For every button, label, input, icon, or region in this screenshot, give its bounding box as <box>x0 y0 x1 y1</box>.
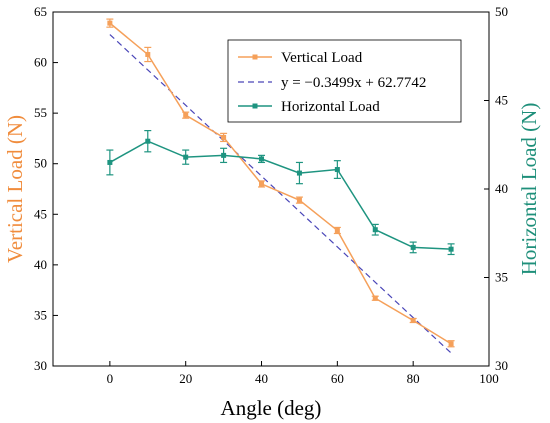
vertical-series-line <box>109 22 452 345</box>
right-tick-label: 45 <box>495 93 508 108</box>
vertical-point <box>183 112 189 118</box>
horizontal-point <box>183 154 189 160</box>
horizontal-point <box>372 227 378 233</box>
right-axis-title: Horizontal Load (N) <box>517 103 541 276</box>
left-tick-label: 60 <box>34 55 47 70</box>
right-tick-label: 35 <box>495 270 508 285</box>
right-tick-label: 50 <box>495 4 508 19</box>
x-tick-label: 0 <box>107 371 114 386</box>
legend-vertical-label: Vertical Load <box>281 50 363 66</box>
left-tick-label: 45 <box>34 206 47 221</box>
right-tick-label: 30 <box>495 358 508 373</box>
legend-fit-label: y = −0.3499x + 62.7742 <box>281 75 426 91</box>
right-tick-label: 40 <box>495 181 508 196</box>
legend-horizontal-marker <box>252 103 258 109</box>
vertical-point <box>221 134 227 140</box>
left-tick-label: 50 <box>34 156 47 171</box>
left-axis-title: Vertical Load (N) <box>3 115 27 263</box>
legend-box <box>227 39 462 123</box>
horizontal-point <box>296 170 302 176</box>
x-tick-label: 80 <box>407 371 420 386</box>
vertical-point <box>410 317 416 323</box>
horizontal-point <box>448 246 454 252</box>
x-tick-label: 100 <box>479 371 499 386</box>
vertical-point <box>107 20 113 26</box>
vertical-point <box>372 295 378 301</box>
vertical-point <box>448 341 454 347</box>
x-tick-label: 20 <box>179 371 192 386</box>
x-axis: 0 20 40 60 80 100 <box>107 361 499 386</box>
horizontal-point <box>145 138 151 144</box>
legend-vertical-marker <box>252 54 258 60</box>
fit-layer <box>109 34 452 354</box>
vertical-point <box>145 51 151 57</box>
horizontal-point <box>410 244 416 250</box>
series-layer <box>106 18 455 348</box>
left-tick-label: 55 <box>34 105 47 120</box>
horizontal-point <box>221 152 227 158</box>
horizontal-point <box>107 159 113 165</box>
x-tick-label: 40 <box>255 371 268 386</box>
horizontal-point <box>259 156 265 162</box>
horizontal-series-line <box>109 140 452 250</box>
right-axis: 30 35 40 45 50 <box>484 4 508 373</box>
vertical-point <box>334 227 340 233</box>
x-tick-label: 60 <box>331 371 344 386</box>
left-tick-label: 65 <box>34 4 47 19</box>
legend-horizontal-label: Horizontal Load <box>281 99 380 115</box>
left-tick-label: 30 <box>34 358 47 373</box>
legend: Vertical Load y = −0.3499x + 62.7742 Hor… <box>227 39 462 123</box>
left-tick-label: 40 <box>34 257 47 272</box>
x-axis-title: Angle (deg) <box>221 396 322 420</box>
left-tick-label: 35 <box>34 307 47 322</box>
vertical-point <box>296 197 302 203</box>
horizontal-point <box>334 167 340 173</box>
fit-line <box>109 34 452 354</box>
vertical-point <box>259 181 265 187</box>
left-axis: 30 35 40 45 50 55 60 65 <box>34 4 58 373</box>
